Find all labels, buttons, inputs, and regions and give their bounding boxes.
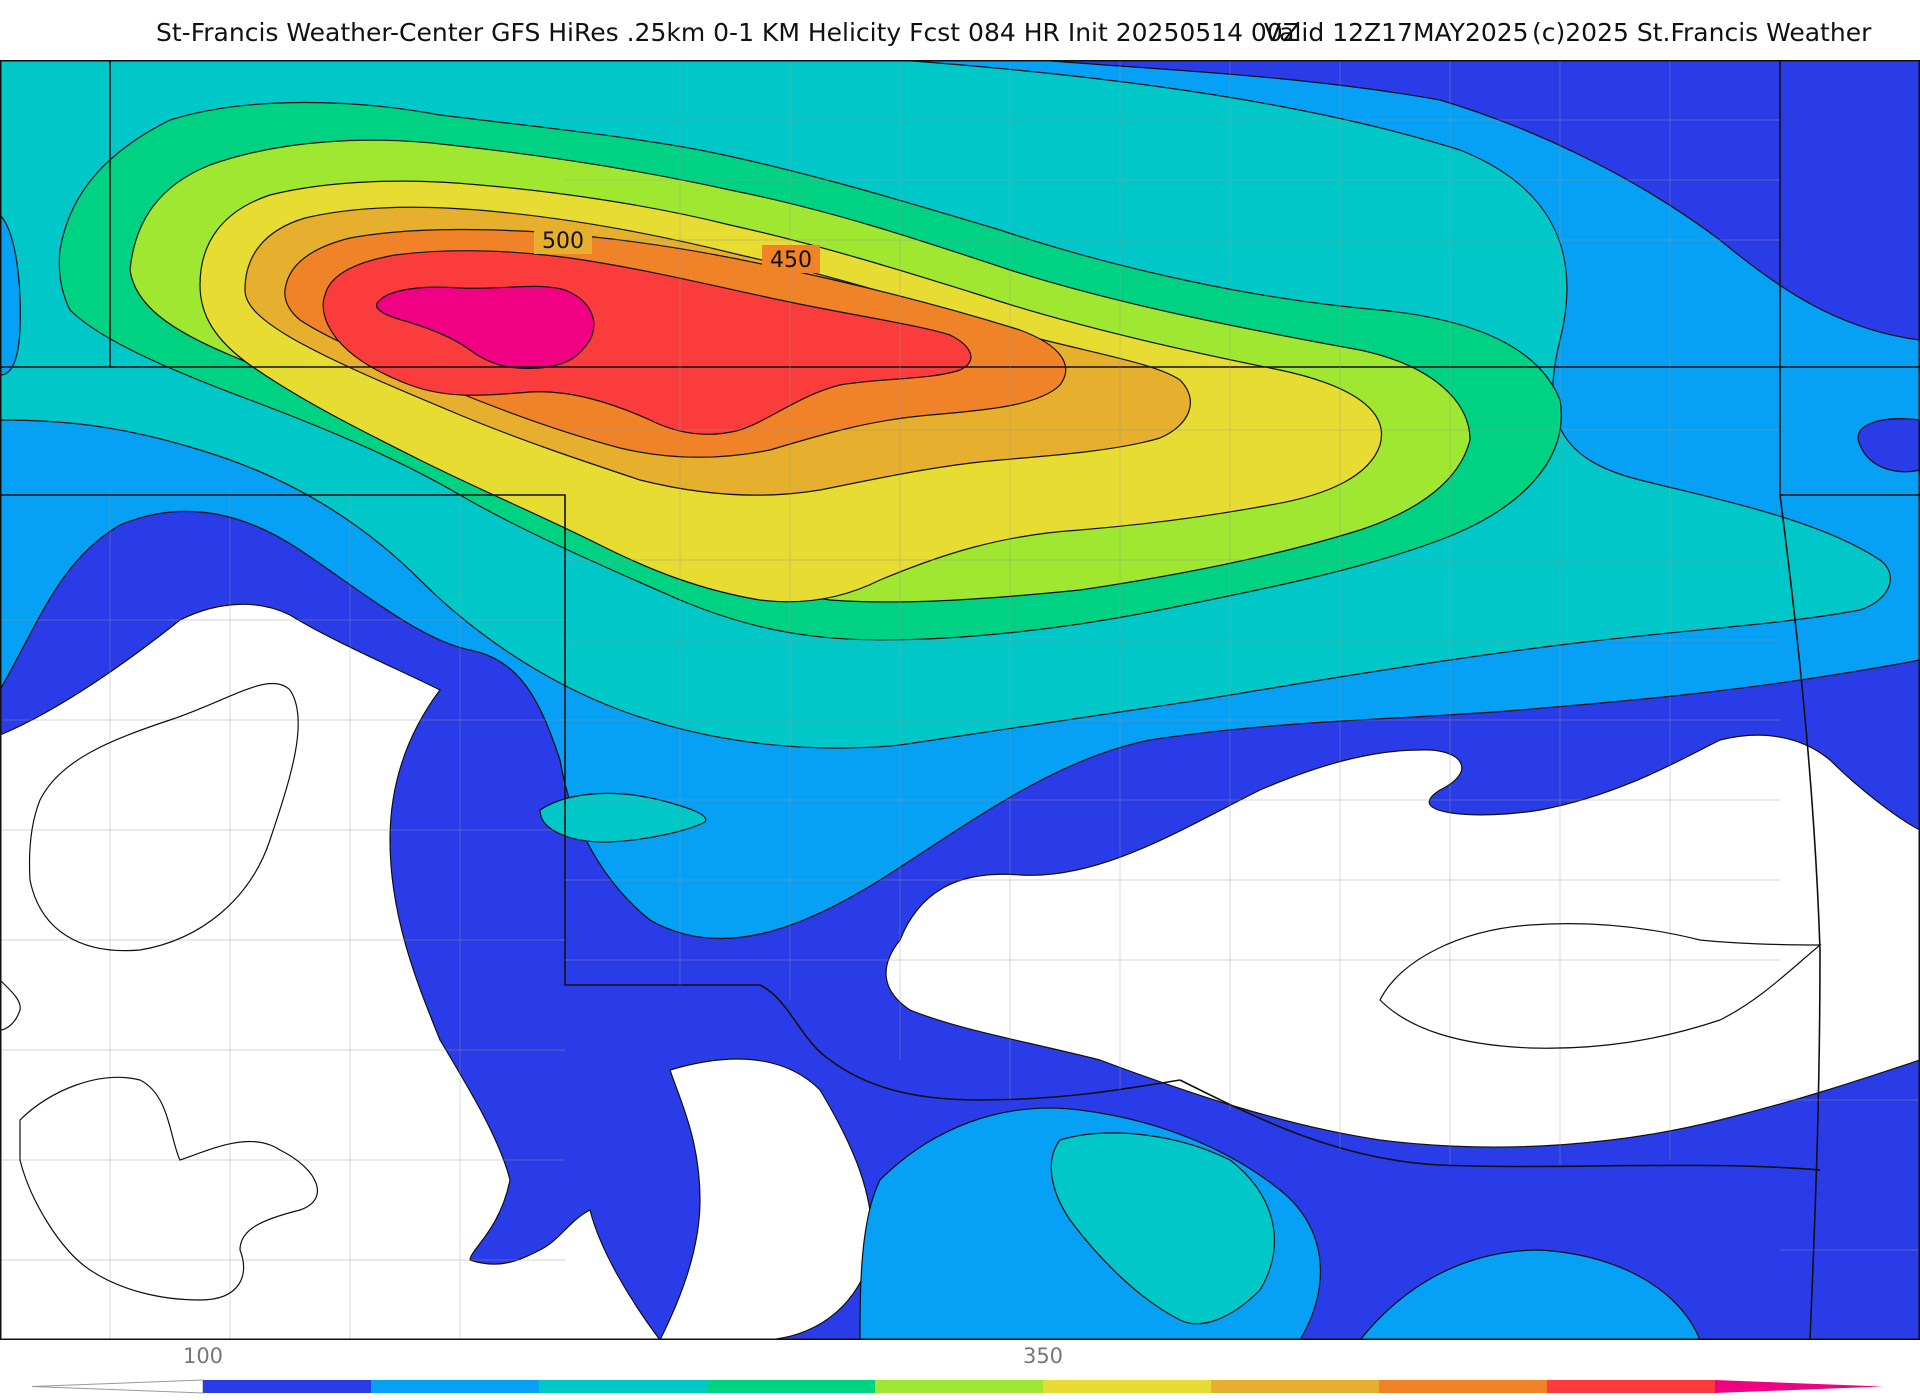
title-valid-time: Valid 12Z17MAY2025	[1264, 18, 1529, 47]
contour-fill-below-east	[885, 734, 1920, 1148]
contour-label-450-bg	[762, 245, 820, 273]
helicity-map: 500 450	[0, 60, 1920, 1340]
contour-label-500: 500	[542, 229, 584, 254]
colorbar-segment	[371, 1380, 539, 1393]
colorbar-segment	[1211, 1380, 1379, 1393]
colorbar-segment	[203, 1380, 371, 1393]
contour-fill-100-east	[1039, 60, 1920, 341]
contour-fill-125-southeast	[1359, 1249, 1701, 1340]
colorbar-tick-350: 350	[1022, 1344, 1064, 1368]
colorbar-segment	[1379, 1380, 1547, 1393]
colorbar-segment	[1043, 1380, 1211, 1393]
colorbar: 100 350	[0, 1340, 1920, 1400]
colorbar-tick-100: 100	[182, 1344, 224, 1368]
contour-fill-150-south	[1050, 1132, 1275, 1325]
colorbar-segment	[539, 1380, 707, 1393]
contour-fill-below-west	[0, 603, 661, 1340]
colorbar-segment	[1547, 1380, 1715, 1393]
map-border	[0, 60, 1920, 1340]
contour-fill-below-center	[659, 1058, 873, 1340]
state-boundaries	[0, 60, 1920, 1340]
contour-lines	[0, 682, 1822, 1301]
title-main: St-Francis Weather-Center GFS HiRes .25k…	[156, 18, 1300, 47]
colorbar-segment	[1715, 1380, 1883, 1393]
contour-label-450: 450	[770, 248, 812, 273]
colorbar-segment	[707, 1380, 875, 1393]
contour-label-500-bg	[534, 226, 592, 254]
title-copyright: (c)2025 St.Francis Weather	[1532, 18, 1872, 47]
colorbar-segment	[875, 1380, 1043, 1393]
contour-fill-100-east-blob	[1857, 418, 1920, 473]
colorbar-strip	[31, 1379, 1883, 1394]
contour-fill-150-pocket	[539, 792, 707, 843]
contour-fill-150-west-edge	[0, 214, 21, 376]
contour-fill-500	[375, 285, 595, 370]
colorbar-arrow-low	[31, 1379, 204, 1394]
county-boundaries	[0, 60, 1920, 1340]
map-title: St-Francis Weather-Center GFS HiRes .25k…	[0, 14, 1920, 54]
